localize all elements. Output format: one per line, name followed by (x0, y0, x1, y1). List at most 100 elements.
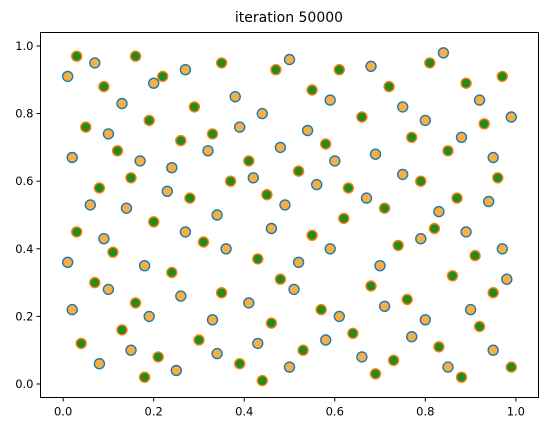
scatter-point (505, 111, 517, 123)
scatter-point (188, 101, 201, 113)
scatter-point (333, 310, 345, 323)
scatter-point (66, 151, 78, 164)
scatter-point (320, 138, 332, 150)
scatter-point (161, 185, 174, 198)
scatter-point (129, 297, 142, 309)
scatter-point (451, 192, 463, 204)
scatter-point (166, 266, 178, 279)
scatter-point (202, 145, 214, 157)
scatter-point (460, 226, 472, 238)
scatter-point (347, 327, 359, 339)
scatter-point (193, 334, 205, 346)
scatter-point (107, 246, 119, 258)
scatter-point (70, 50, 83, 62)
scatter-point (329, 155, 341, 167)
scatter-point (261, 188, 273, 201)
scatter-point (501, 273, 513, 285)
scatter-point (129, 50, 142, 62)
scatter-point (446, 270, 459, 282)
scatter-point (487, 151, 499, 164)
scatter-point (265, 222, 278, 235)
scatter-point (505, 361, 517, 373)
scatter-point (274, 141, 287, 154)
y-tick-label: 0.8 (15, 107, 33, 121)
scatter-point (492, 172, 504, 184)
scatter-point (301, 124, 314, 137)
scatter-point (356, 111, 368, 123)
scatter-point (243, 155, 255, 167)
scatter-point (496, 70, 508, 83)
scatter-point (111, 145, 124, 157)
scatter-point (61, 70, 74, 83)
scatter-point (283, 361, 296, 373)
scatter-point (383, 80, 395, 93)
scatter-point (415, 175, 427, 187)
scatter-point (147, 77, 160, 89)
x-tick-label: 0.4 (235, 405, 253, 419)
scatter-point (175, 290, 187, 302)
scatter-point (224, 175, 237, 187)
scatter-point (442, 361, 454, 373)
scatter-point (143, 114, 155, 127)
scatter-point (415, 232, 427, 245)
scatter-point (487, 344, 499, 356)
scatter-point (220, 243, 232, 255)
scatter-point (496, 243, 508, 255)
scatter-point (306, 229, 318, 242)
scatter-point (324, 243, 336, 255)
scatter-point (206, 128, 219, 140)
scatter-point (356, 351, 368, 363)
scatter-point (473, 94, 486, 106)
scatter-point (80, 121, 92, 133)
scatter-point (297, 344, 309, 356)
scatter-point (98, 80, 110, 93)
scatter-point (292, 256, 305, 268)
scatter-point (342, 182, 355, 194)
scatter-point (473, 320, 486, 333)
scatter-point (406, 131, 418, 144)
scatter-point (256, 107, 268, 120)
scatter-point (252, 337, 264, 350)
scatter-point (392, 239, 404, 252)
scatter-point (233, 358, 246, 370)
scatter-point (433, 205, 445, 218)
scatter-point (478, 118, 490, 130)
scatter-point (175, 134, 187, 147)
scatter-point (211, 209, 223, 221)
scatter-point (70, 226, 83, 238)
scatter-point (152, 351, 164, 363)
scatter-point (243, 297, 255, 309)
scatter-point (93, 358, 106, 370)
scatter-point (292, 165, 305, 177)
y-tick-label: 0.6 (15, 174, 33, 188)
scatter-point (428, 222, 441, 235)
points-layer (61, 47, 517, 387)
scatter-point (134, 155, 146, 167)
scatter-point (156, 70, 169, 83)
plot-frame (40, 32, 539, 398)
scatter-point (283, 53, 296, 66)
scatter-point (397, 168, 409, 181)
scatter-point (387, 354, 400, 366)
scatter-point (179, 226, 192, 238)
scatter-point (378, 202, 391, 214)
scatter-point (442, 145, 454, 157)
y-tick-label: 0.4 (15, 242, 33, 256)
x-tick-label: 0.8 (416, 405, 434, 419)
scatter-point (460, 77, 472, 89)
scatter-point (315, 303, 327, 316)
scatter-point (252, 253, 264, 265)
scatter-point (89, 57, 101, 69)
scatter-point (147, 216, 160, 228)
scatter-point (116, 324, 128, 336)
scatter-point (84, 199, 97, 211)
scatter-point (143, 310, 155, 323)
scatter-point (102, 283, 115, 296)
scatter-point (365, 60, 377, 73)
scatter-point (270, 63, 282, 76)
scatter-point (338, 212, 350, 225)
scatter-point (120, 202, 133, 214)
scatter-point (433, 341, 445, 353)
chart-title: iteration 50000 (235, 10, 343, 26)
